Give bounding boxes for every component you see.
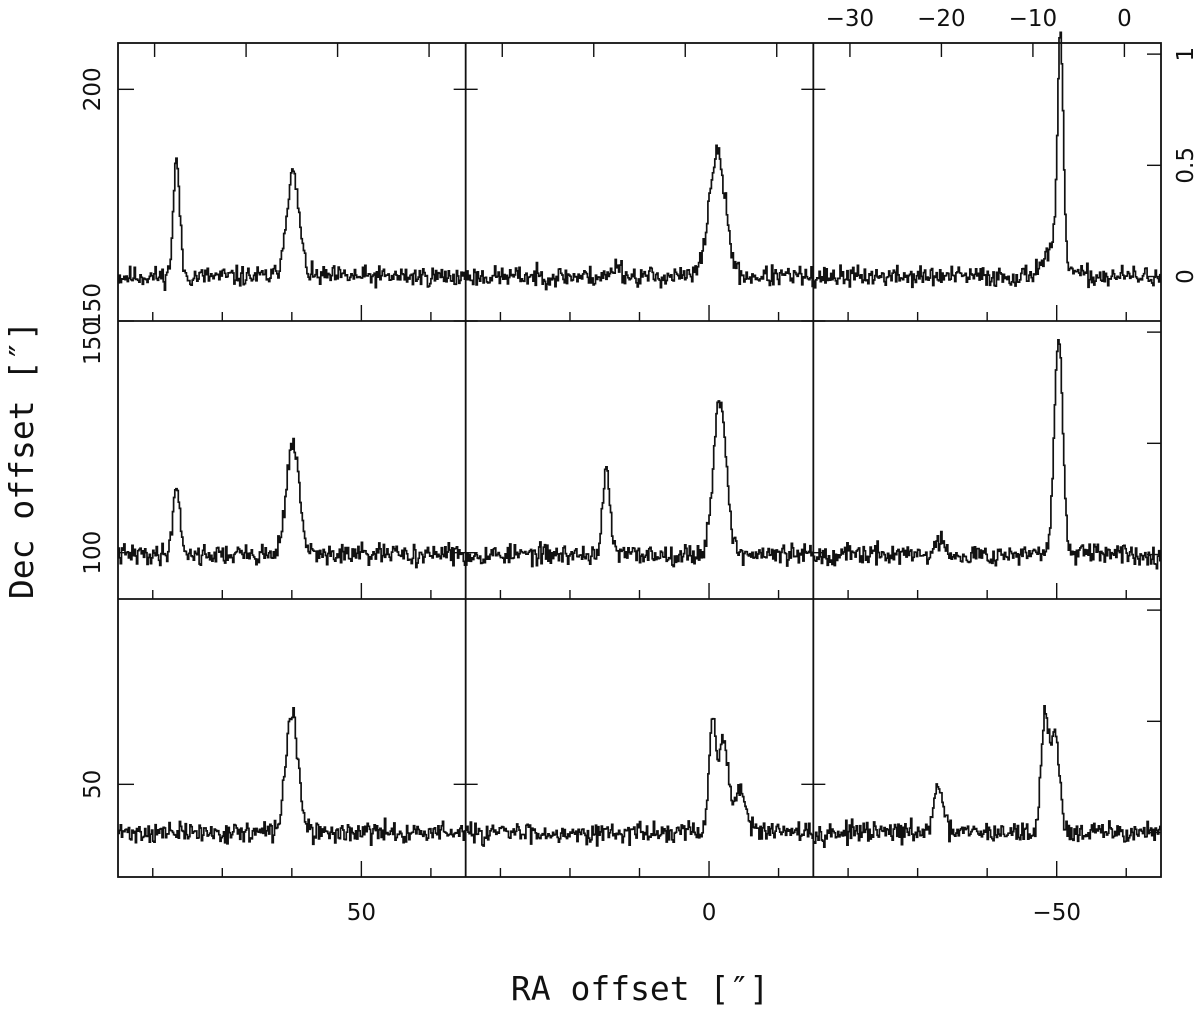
spectrum-r1-c0 [118,437,466,569]
x-tick-label: 50 [347,900,376,926]
y-tick-label: 150 [80,283,106,327]
top-tick-label: −10 [1009,6,1058,32]
panel-frames [117,42,1162,878]
x-tick-label: 0 [702,900,717,926]
y-tick-label: 50 [80,770,106,799]
y-tick-label: 200 [80,67,106,111]
spectrum-r1-c2 [813,338,1161,570]
spectrum-r0-c1 [465,144,814,291]
right-tick-label: 0.5 [1173,147,1199,184]
spectrum-r2-c2 [813,704,1161,848]
spectrum-r1-c1 [465,400,814,568]
y-tick-label: 100 [80,531,106,575]
x-axis-title: RA offset [″] [511,969,769,1008]
spectrum-r0-c0 [118,157,466,291]
y-axis-title: Dec offset [″] [2,321,41,599]
axis-ticks [118,43,1161,877]
spectrum-r0-c2 [813,31,1161,289]
spectrum-r2-c1 [465,717,814,847]
spectrum-r2-c0 [118,706,466,847]
right-tick-label: 0 [1173,269,1199,284]
top-tick-label: −20 [917,6,966,32]
x-tick-label: −50 [1032,900,1081,926]
top-tick-label: 0 [1117,6,1132,32]
y-tick-label: 150 [80,321,106,365]
spectra-series [118,31,1161,848]
right-tick-label: 1 [1173,47,1199,62]
top-tick-label: −30 [826,6,875,32]
outer-frame [117,42,1162,878]
